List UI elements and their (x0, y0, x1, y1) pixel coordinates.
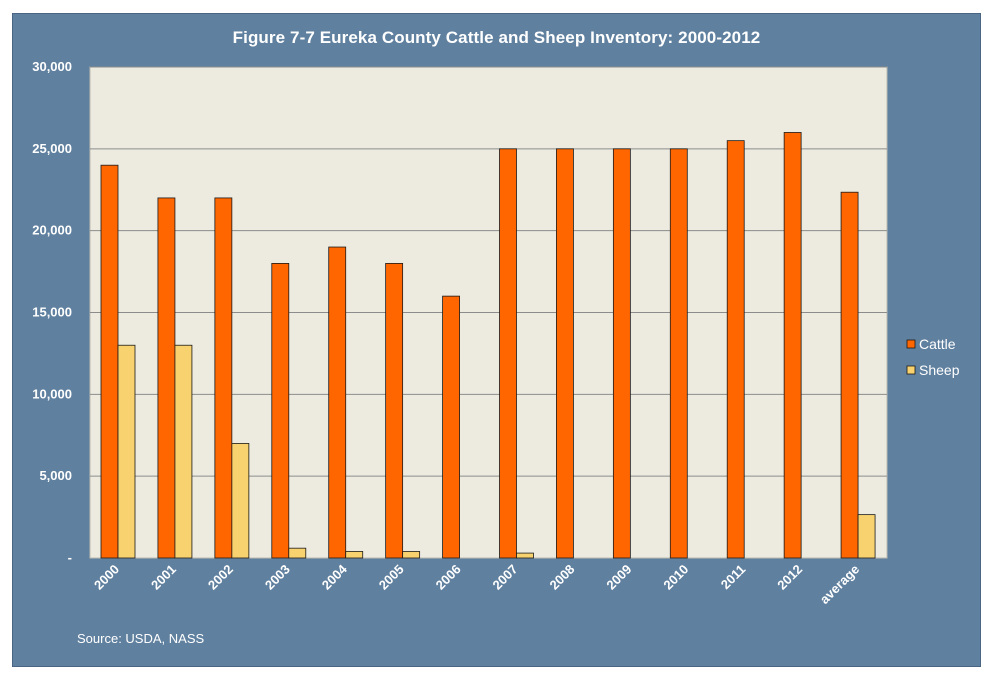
x-tick-label: 2005 (376, 562, 407, 593)
cattle-legend-label: Cattle (919, 336, 956, 352)
x-tick-label: 2007 (490, 562, 521, 593)
y-tick-label: 15,000 (32, 305, 72, 320)
sheep-bar (516, 552, 534, 559)
x-tick-label: 2008 (546, 562, 577, 593)
x-tick-label: 2003 (262, 562, 293, 593)
bars (100, 132, 876, 559)
x-tick-label: average (817, 562, 862, 607)
cattle-bar (100, 164, 119, 559)
cattle-legend-swatch (906, 339, 916, 349)
y-tick-label: 25,000 (32, 141, 72, 156)
sheep-legend-label: Sheep (919, 362, 960, 378)
x-tick-label: 2012 (774, 562, 805, 593)
x-tick-label: 2002 (205, 562, 236, 593)
sheep-bar (174, 344, 193, 559)
cattle-bar (271, 262, 290, 559)
y-axis-ticks: - 5,000 10,000 15,000 20,000 25,000 30,000 (32, 59, 72, 565)
sheep-bar (288, 547, 307, 559)
x-tick-label: 2004 (319, 561, 351, 593)
x-tick-label: 2009 (603, 562, 634, 593)
source-note: Source: USDA, NASS (77, 631, 205, 646)
cattle-bar (214, 197, 233, 559)
y-tick-label: 5,000 (39, 468, 72, 483)
legend: Cattle Sheep (906, 336, 960, 378)
x-axis-ticks: 2000 2001 2002 2003 2004 2005 2006 2007 2008 2009… (91, 561, 862, 607)
sheep-bar (345, 551, 364, 559)
sheep-bar (402, 551, 421, 559)
sheep-legend-swatch (906, 365, 916, 375)
x-tick-label: 2011 (718, 562, 749, 593)
cattle-bar (612, 148, 631, 559)
cattle-bar (328, 246, 347, 559)
sheep-bar (857, 514, 876, 559)
x-tick-label: 2001 (148, 562, 179, 593)
x-tick-label: 2000 (91, 562, 122, 593)
chart-title: Figure 7-7 Eureka County Cattle and Shee… (232, 28, 761, 47)
cattle-bar (726, 140, 745, 559)
sheep-bar (117, 344, 136, 559)
cattle-bar (556, 148, 574, 559)
y-tick-label: - (68, 550, 72, 565)
cattle-bar (783, 132, 802, 559)
x-tick-label: 2006 (433, 562, 464, 593)
cattle-bar (840, 191, 859, 559)
y-tick-label: 20,000 (32, 223, 72, 238)
cattle-bar (442, 295, 460, 559)
x-tick-label: 2010 (660, 562, 691, 593)
cattle-bar (669, 148, 688, 559)
y-tick-label: 10,000 (32, 386, 72, 401)
y-tick-label: 30,000 (32, 59, 72, 74)
cattle-bar (499, 148, 517, 559)
cattle-bar (385, 262, 404, 559)
cattle-bar (157, 197, 176, 559)
sheep-bar (231, 443, 250, 559)
